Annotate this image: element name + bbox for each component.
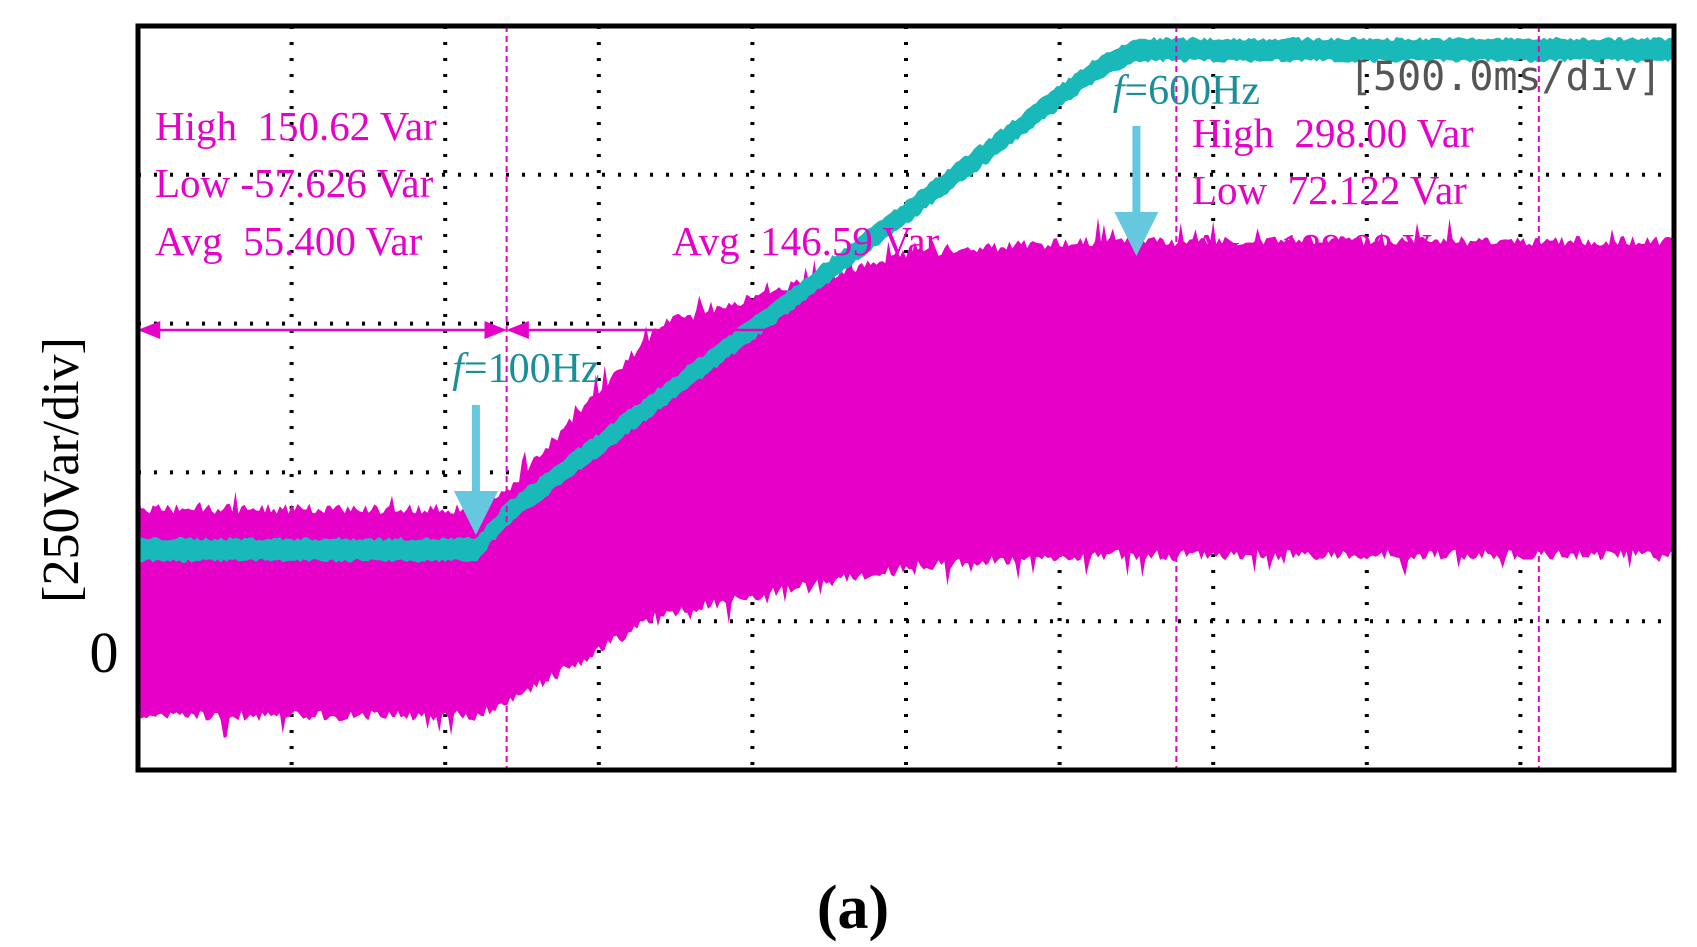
frequency-arrow-head-icon xyxy=(1114,212,1159,256)
frequency-value: =600Hz xyxy=(1124,68,1260,114)
meas-3-low: Low 72.122 Var xyxy=(1192,167,1467,213)
frequency-label: f=600Hz xyxy=(1113,68,1260,114)
frequency-markers: f=100Hz f=600Hz xyxy=(452,68,1260,535)
meas-3-high: High 298.00 Var xyxy=(1192,110,1474,156)
frequency-arrow-head-icon xyxy=(453,491,498,535)
frequency-arrow-icon xyxy=(1132,126,1141,216)
frequency-arrow-icon xyxy=(471,405,480,495)
meas-1-low: Low -57.626 Var xyxy=(155,160,434,206)
time-scale-label: [500.0ms/div] xyxy=(1349,54,1662,100)
figure-caption: (a) xyxy=(817,874,889,942)
measurements: High 150.62 Var Low -57.626 Var Avg 55.4… xyxy=(155,103,1474,271)
magenta-trace xyxy=(138,217,1674,738)
zero-level-label: 0 xyxy=(90,620,119,685)
plot-frame xyxy=(135,23,1677,773)
cursors xyxy=(505,26,1540,770)
meas-2-avg: Avg 146.59 Var xyxy=(672,218,940,264)
traces xyxy=(138,36,1674,738)
y-axis-label: [250Var/div] xyxy=(33,337,90,603)
frequency-value: =100Hz xyxy=(464,346,600,392)
frequency-label: f=100Hz xyxy=(452,346,599,392)
meas-3-avg: Avg 189.08 Var xyxy=(1192,225,1460,271)
meas-1-high: High 150.62 Var xyxy=(155,103,437,149)
meas-1-avg: Avg 55.400 Var xyxy=(155,218,423,264)
